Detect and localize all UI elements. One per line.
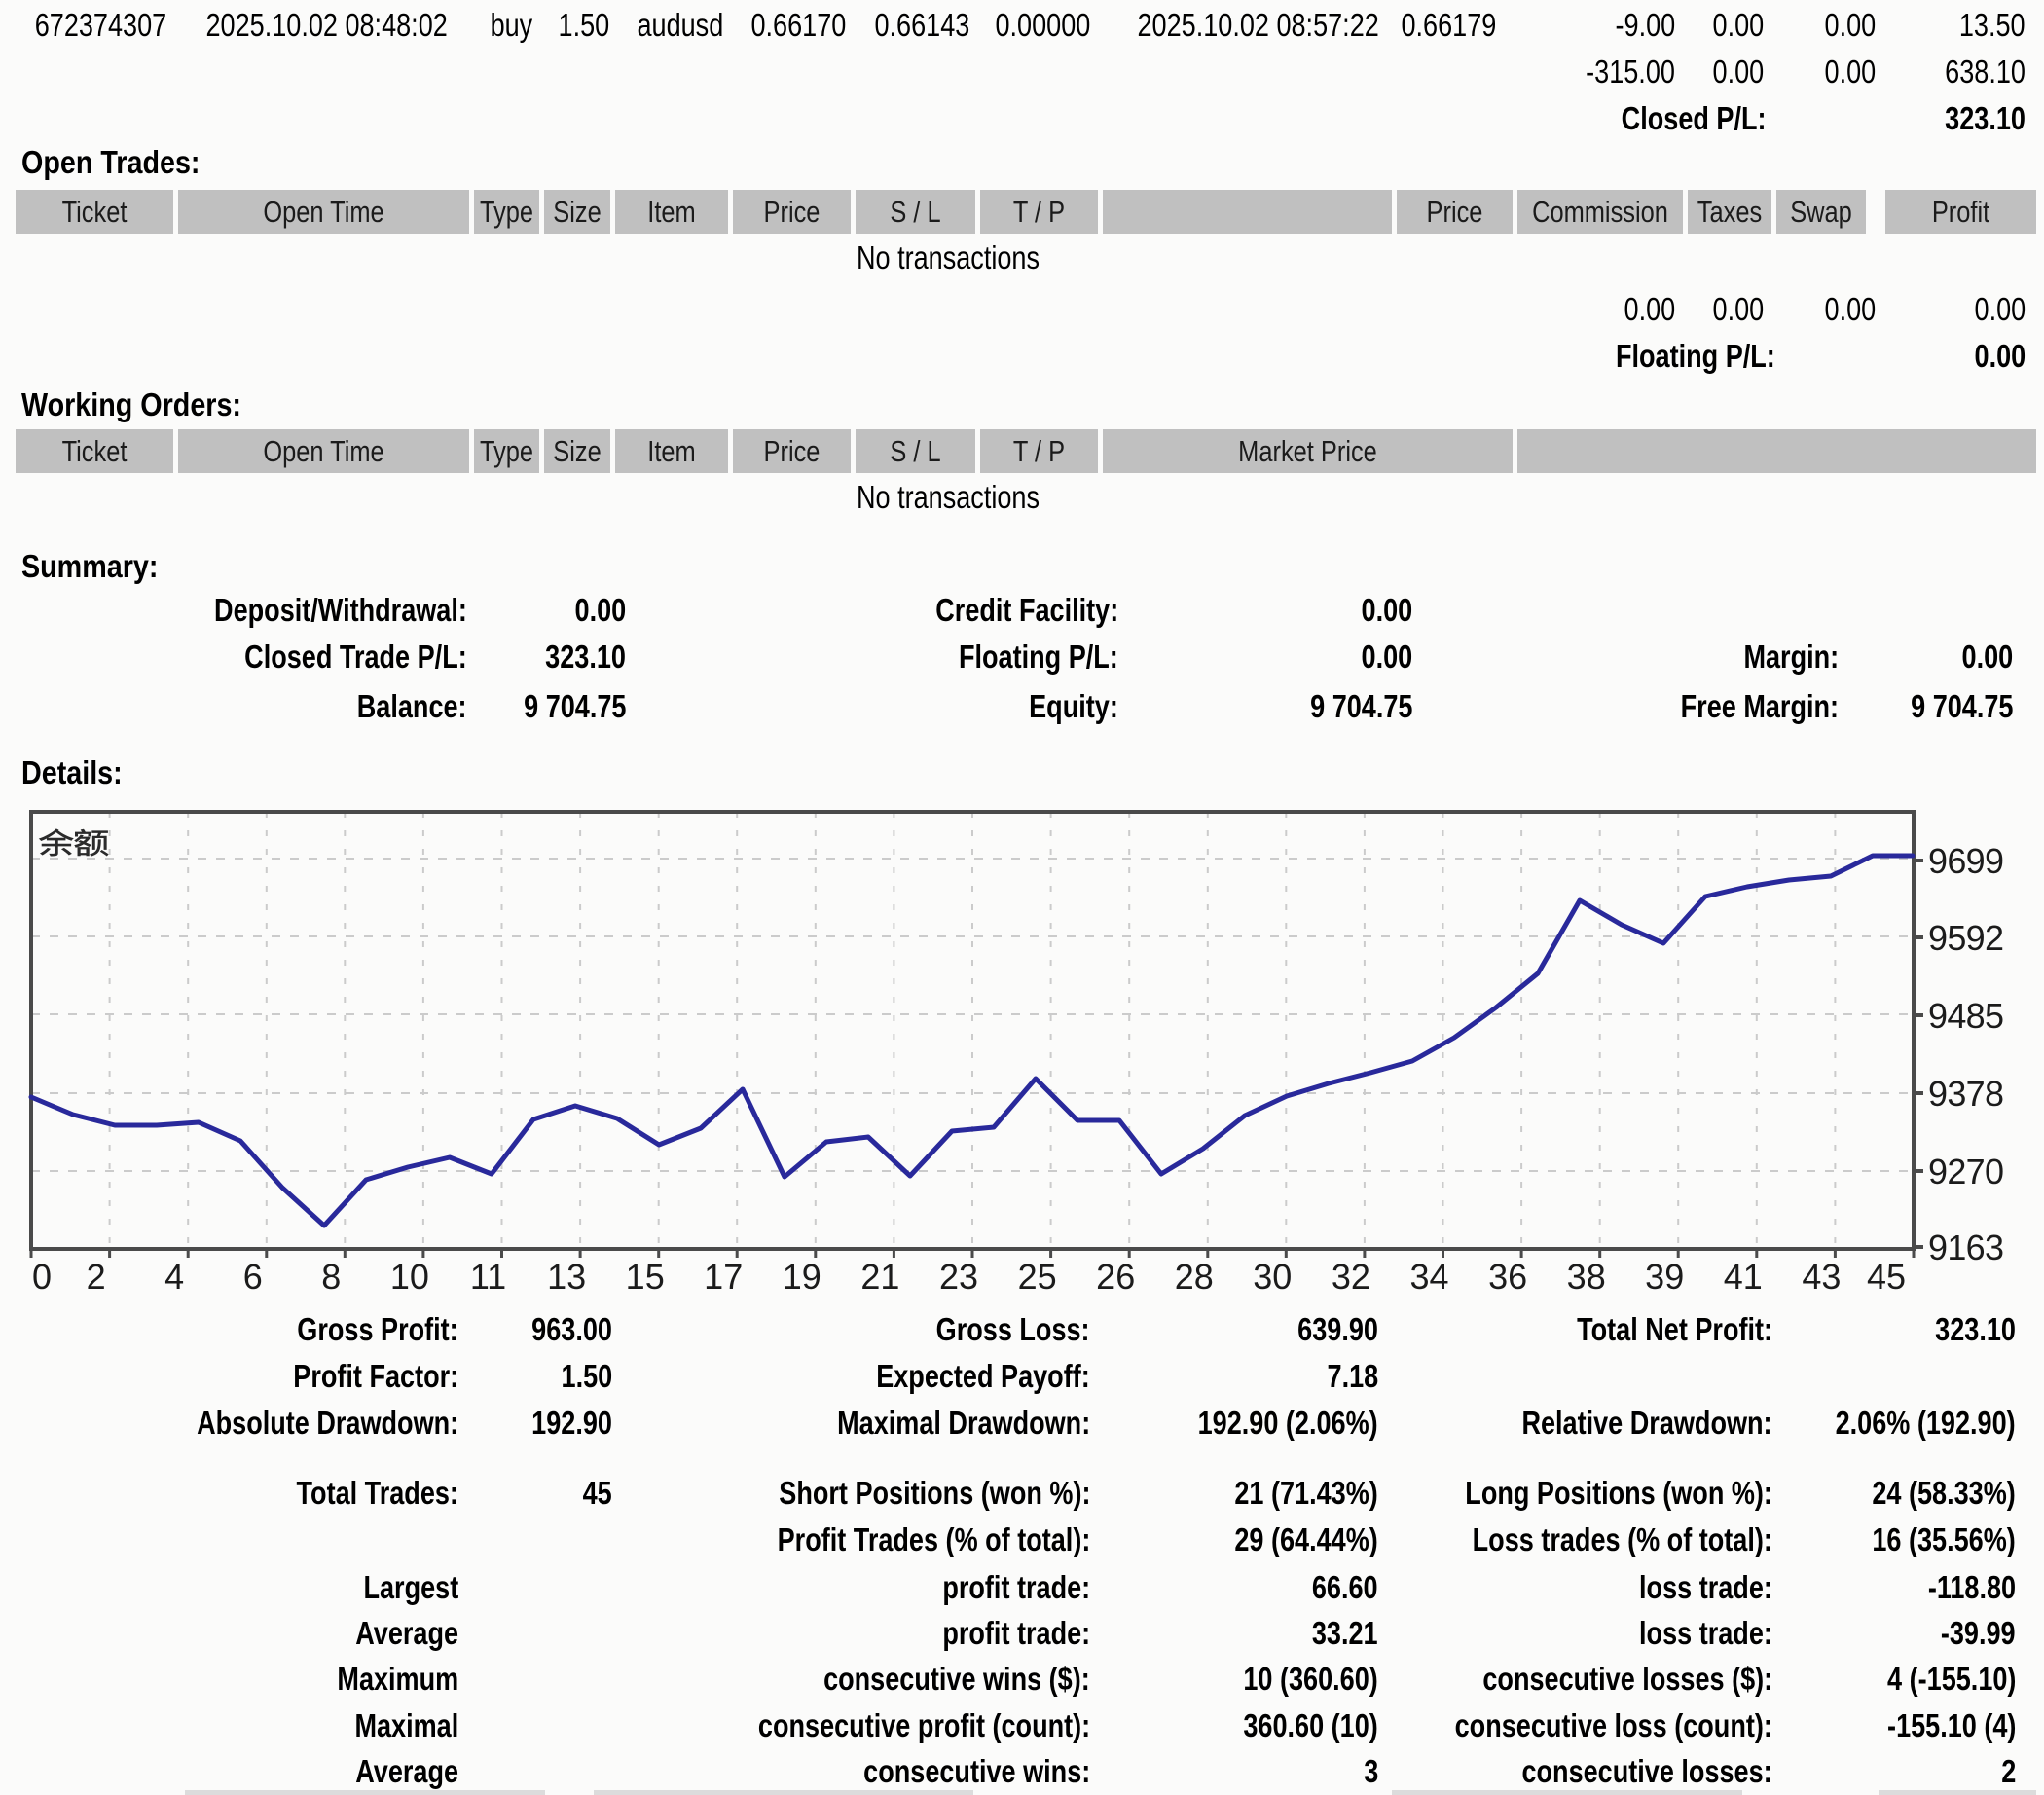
svg-text:17: 17 [704,1257,743,1297]
svg-text:39: 39 [1645,1257,1684,1297]
svg-text:9163: 9163 [1928,1227,2004,1267]
svg-text:9592: 9592 [1928,918,2004,958]
svg-text:4: 4 [164,1257,184,1297]
svg-text:9699: 9699 [1928,841,2004,881]
svg-text:19: 19 [783,1257,821,1297]
svg-text:25: 25 [1018,1257,1057,1297]
svg-text:28: 28 [1175,1257,1214,1297]
svg-text:15: 15 [626,1257,665,1297]
svg-text:8: 8 [321,1257,341,1297]
svg-text:43: 43 [1802,1257,1841,1297]
svg-text:23: 23 [939,1257,978,1297]
svg-text:32: 32 [1332,1257,1370,1297]
svg-text:45: 45 [1867,1257,1906,1297]
svg-text:11: 11 [470,1257,506,1297]
svg-text:30: 30 [1253,1257,1292,1297]
svg-text:9378: 9378 [1928,1074,2004,1114]
svg-text:2: 2 [87,1257,106,1297]
svg-text:41: 41 [1724,1257,1763,1297]
svg-text:21: 21 [860,1257,899,1297]
svg-text:9270: 9270 [1928,1152,2004,1191]
svg-text:34: 34 [1409,1257,1448,1297]
svg-text:0: 0 [32,1257,52,1297]
svg-text:6: 6 [243,1257,263,1297]
svg-text:9485: 9485 [1928,996,2004,1036]
svg-text:36: 36 [1488,1257,1527,1297]
svg-text:10: 10 [390,1257,429,1297]
svg-text:13: 13 [547,1257,586,1297]
svg-text:38: 38 [1567,1257,1606,1297]
svg-text:26: 26 [1096,1257,1135,1297]
